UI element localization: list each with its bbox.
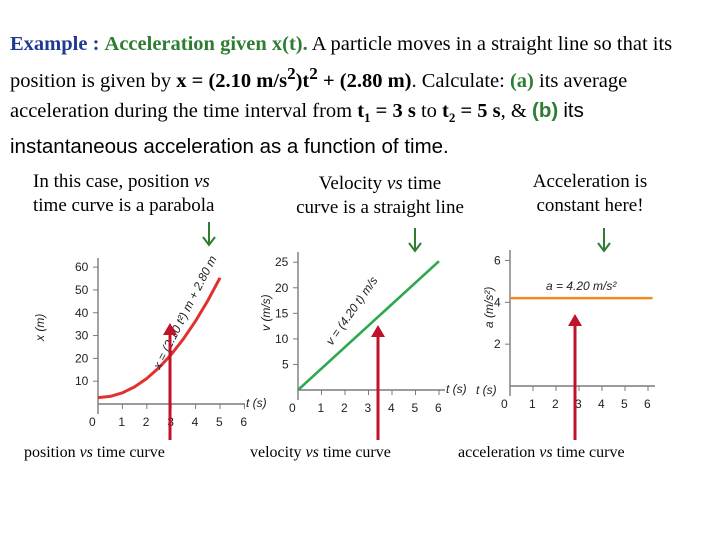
caption-position: In this case, position vs time curve is …: [33, 171, 215, 216]
x-tick-label: 5: [621, 397, 628, 411]
example-topic: Acceleration given x(t).: [104, 33, 308, 55]
y-tick-label: 6: [494, 253, 501, 267]
y-tick-label: 60: [75, 260, 89, 274]
data-series: [97, 277, 222, 400]
x-tick-label: 4: [388, 401, 395, 415]
x-axis-label: t (s): [446, 382, 467, 396]
down-arrow-icon: [597, 242, 611, 253]
x-tick-label: 4: [598, 397, 605, 411]
statement-part1: A particle moves in a straight line so t…: [10, 33, 673, 92]
y-tick-label: 30: [75, 329, 89, 343]
statement-part3: its average acceleration during the time…: [10, 69, 628, 122]
statement-part2: . Calculate:: [411, 69, 505, 92]
origin-label: 0: [89, 415, 96, 429]
x-tick-label: 1: [529, 397, 536, 411]
x-axis-label: t (s): [246, 396, 267, 410]
caption-velocity: Velocity vs time curve is a straight lin…: [296, 173, 464, 218]
t1-label: t1: [357, 99, 371, 125]
equation-x: x = (2.10 m/s2)t2 + (2.80 m): [176, 64, 412, 92]
y-tick-label: 40: [75, 306, 89, 320]
y-axis-label: a (m/s²): [482, 287, 496, 328]
pointer-arrow-head: [371, 325, 385, 337]
down-arrow-icon: [408, 242, 422, 253]
data-series: [297, 260, 440, 391]
x-tick-label: 3: [575, 397, 582, 411]
pointer-arrow-head: [163, 323, 177, 335]
y-tick-label: 4: [494, 295, 501, 309]
series-annotation: a = 4.20 m/s²: [546, 279, 617, 293]
x-tick-label: 1: [318, 401, 325, 415]
x-tick-label: 6: [644, 397, 651, 411]
y-axis-label: x (m): [33, 314, 47, 342]
to-word: to: [420, 99, 437, 122]
y-tick-label: 20: [75, 351, 89, 365]
series-annotation: x = (2.10 t²) m + 2.80 m: [150, 253, 220, 372]
x-tick-label: 5: [412, 401, 419, 415]
x-axis-label: t (s): [476, 383, 497, 397]
pointer-arrow-head: [568, 314, 582, 326]
y-tick-label: 5: [282, 357, 289, 371]
y-tick-label: 15: [275, 306, 289, 320]
t2-label: t2: [442, 99, 456, 125]
x-tick-label: 3: [365, 401, 372, 415]
t1-value: = 3 s: [375, 99, 416, 122]
caption-position-curve: position vs time curve: [24, 444, 165, 461]
problem-statement: Example : Acceleration given x(t). A par…: [10, 30, 710, 162]
amp-word: , &: [500, 99, 527, 122]
y-tick-label: 50: [75, 283, 89, 297]
x-tick-label: 2: [552, 397, 559, 411]
x-tick-label: 5: [216, 415, 223, 429]
origin-label: 0: [289, 401, 296, 415]
caption-acceleration-curve: acceleration vs time curve: [458, 444, 625, 461]
y-tick-label: 10: [275, 332, 289, 346]
y-tick-label: 2: [494, 337, 501, 351]
x-tick-label: 6: [240, 415, 247, 429]
x-tick-label: 6: [435, 401, 442, 415]
t2-value: = 5 s: [460, 99, 501, 122]
y-tick-label: 20: [275, 281, 289, 295]
origin-label: 0: [501, 397, 508, 411]
y-tick-label: 10: [75, 374, 89, 388]
caption-acceleration: Acceleration is constant here!: [532, 171, 648, 216]
y-tick-label: 25: [275, 255, 289, 269]
x-tick-label: 2: [143, 415, 150, 429]
statement-part4: its instantaneous acceleration as a func…: [10, 98, 584, 158]
example-label: Example :: [10, 33, 100, 55]
down-arrow-icon: [202, 236, 216, 247]
x-tick-label: 4: [192, 415, 199, 429]
x-tick-label: 1: [118, 415, 125, 429]
x-tick-label: 2: [341, 401, 348, 415]
y-axis-label: v (m/s): [259, 294, 273, 331]
part-b-label: (b): [532, 98, 559, 122]
caption-velocity-curve: velocity vs time curve: [250, 444, 391, 461]
part-a-label: (a): [509, 69, 534, 92]
